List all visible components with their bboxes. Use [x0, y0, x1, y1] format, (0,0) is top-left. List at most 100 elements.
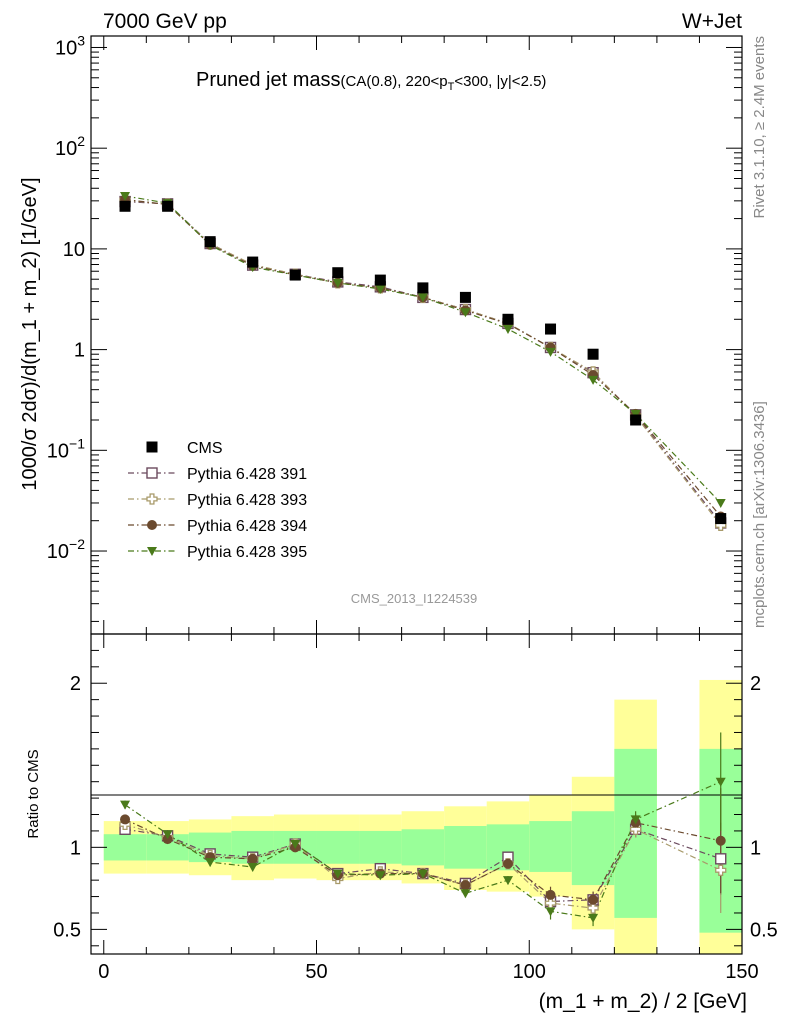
- plot-title-cut-sub: T: [448, 81, 455, 93]
- legend-marker-3: [147, 520, 157, 530]
- x-tick-label: 100: [513, 961, 546, 983]
- legend-label-3: Pythia 6.428 394: [187, 518, 307, 535]
- ratio-frame: [90, 633, 743, 955]
- tick-exponent: 3: [77, 32, 85, 48]
- ratio-series-4-point: [630, 815, 641, 825]
- main-y-tick-label: 10: [63, 239, 85, 261]
- ratio-series-3-point: [120, 814, 131, 825]
- cms-data-point: [587, 348, 599, 360]
- tick-exponent: −2: [69, 536, 85, 552]
- ratio-y-tick-label-right: 1: [750, 837, 761, 859]
- main-series-4-point: [417, 293, 428, 303]
- ratio-series-3-point: [502, 858, 513, 869]
- ratio-band-inner: [571, 811, 615, 886]
- main-y-tick-label: 1: [74, 340, 85, 362]
- ratio-series-2-point: [715, 864, 727, 876]
- legend-marker-1: [146, 467, 158, 479]
- tick-exponent: 2: [77, 133, 85, 149]
- legend: CMS Pythia 6.428 391 Pythia 6.428 393 Pythi…: [128, 440, 307, 561]
- ratio-series-4-point: [588, 913, 599, 923]
- x-axis-label: (m_1 + m_2) / 2 [GeV]: [539, 990, 747, 1013]
- cms-data-point: [545, 323, 557, 335]
- legend-marker-2: [146, 493, 158, 505]
- legend-label-4: Pythia 6.428 395: [187, 544, 307, 561]
- ratio-y-tick-label-right: 0.5: [750, 919, 778, 941]
- tick-exponent: −1: [69, 435, 85, 451]
- ratio-y-tick-label-right: 2: [750, 673, 761, 695]
- main-series-4-point: [588, 375, 599, 385]
- ratio-series-4-point: [375, 871, 386, 881]
- ratio-series-line-4: [124, 781, 721, 919]
- ratio-series-3-point: [247, 853, 258, 864]
- ratio-series-1-point: [715, 853, 727, 865]
- main-y-tick-label: 10−2: [47, 536, 85, 563]
- ratio-band-inner: [401, 829, 445, 866]
- plot-title-main: Pruned jet mass: [196, 69, 341, 91]
- main-series-line-4: [124, 195, 722, 504]
- x-tick-label: 150: [725, 961, 758, 983]
- ratio-series-3-point: [545, 889, 556, 900]
- legend-marker-4: [147, 547, 157, 556]
- plot-title-cut-suffix: <300, |y|<2.5): [454, 73, 546, 90]
- ratio-series-line-3: [124, 818, 721, 901]
- cms-data-point: [630, 414, 642, 426]
- ratio-series-3-point: [715, 835, 726, 846]
- main-y-tick-label: 103: [55, 32, 85, 59]
- x-tick-label: 50: [305, 961, 327, 983]
- ratio-uncertainty-bands: [103, 679, 742, 954]
- main-series-4-point: [460, 308, 471, 318]
- ratio-series-3-point: [588, 894, 599, 905]
- main-series-4-point: [630, 409, 641, 419]
- ratio-series-4-point: [120, 800, 131, 810]
- ratio-series-4-point: [247, 863, 258, 873]
- main-series-4-point: [375, 284, 386, 294]
- plot-title: Pruned jet mass(CA(0.8), 220<pT<300, |y|…: [196, 69, 546, 93]
- main-series-4-point: [332, 278, 343, 288]
- ratio-x-axis-ticks: 0 50 100 150: [98, 634, 759, 983]
- ratio-data-layer: [119, 732, 727, 927]
- cms-data-point: [162, 200, 174, 212]
- plot-title-cut: (CA(0.8), 220<p: [341, 73, 448, 90]
- ratio-series-4-point: [162, 830, 173, 840]
- main-series-4-point: [545, 347, 556, 357]
- main-series-4-point: [502, 325, 513, 335]
- analysis-watermark: CMS_2013_I1224539: [351, 591, 478, 606]
- main-y-axis-label: 1000/σ 2dσ)/d(m_1 + m_2) [1/GeV]: [19, 177, 41, 490]
- tick-base: 10: [55, 37, 77, 59]
- main-x-axis-ticks: [103, 36, 743, 634]
- ratio-band-inner: [529, 821, 572, 872]
- cms-data-point: [715, 513, 727, 525]
- legend-label-2: Pythia 6.428 393: [187, 492, 307, 509]
- main-y-tick-label: 102: [55, 133, 85, 160]
- main-series-4-point: [715, 498, 726, 508]
- cms-data-point: [332, 267, 344, 279]
- ratio-y-tick-label-left: 2: [70, 673, 81, 695]
- cms-data-point: [119, 200, 131, 212]
- tick-base: 10: [55, 138, 77, 160]
- cms-data-point: [374, 274, 386, 286]
- ratio-y-tick-label-left: 1: [70, 837, 81, 859]
- ratio-series-4-point: [460, 889, 471, 899]
- tick-base: 10: [47, 440, 69, 462]
- ratio-y-axis-label: Ratio to CMS: [25, 749, 42, 838]
- cms-data-point: [204, 236, 216, 248]
- ratio-series-line-1: [124, 828, 721, 903]
- rivet-version-label: Rivet 3.1.10, ≥ 2.4M events: [751, 36, 768, 219]
- main-y-tick-label: 10−1: [47, 435, 85, 462]
- x-tick-label: 0: [98, 961, 109, 983]
- ratio-band-inner: [444, 826, 487, 869]
- ratio-series-4-point: [417, 869, 428, 879]
- ratio-series-line-2: [124, 823, 721, 909]
- ratio-series-4-point: [205, 858, 216, 868]
- cms-data-point: [247, 256, 259, 268]
- ratio-series-4-point: [545, 907, 556, 917]
- tick-base: 10: [47, 541, 69, 563]
- energy-label: 7000 GeV pp: [103, 10, 227, 33]
- process-label: W+Jet: [682, 10, 742, 33]
- ratio-y-axis-ticks: 0.5 0.5 1 1 2 2: [53, 649, 778, 947]
- ratio-y-tick-label-left: 0.5: [53, 919, 81, 941]
- ratio-series-2-point: [587, 902, 599, 914]
